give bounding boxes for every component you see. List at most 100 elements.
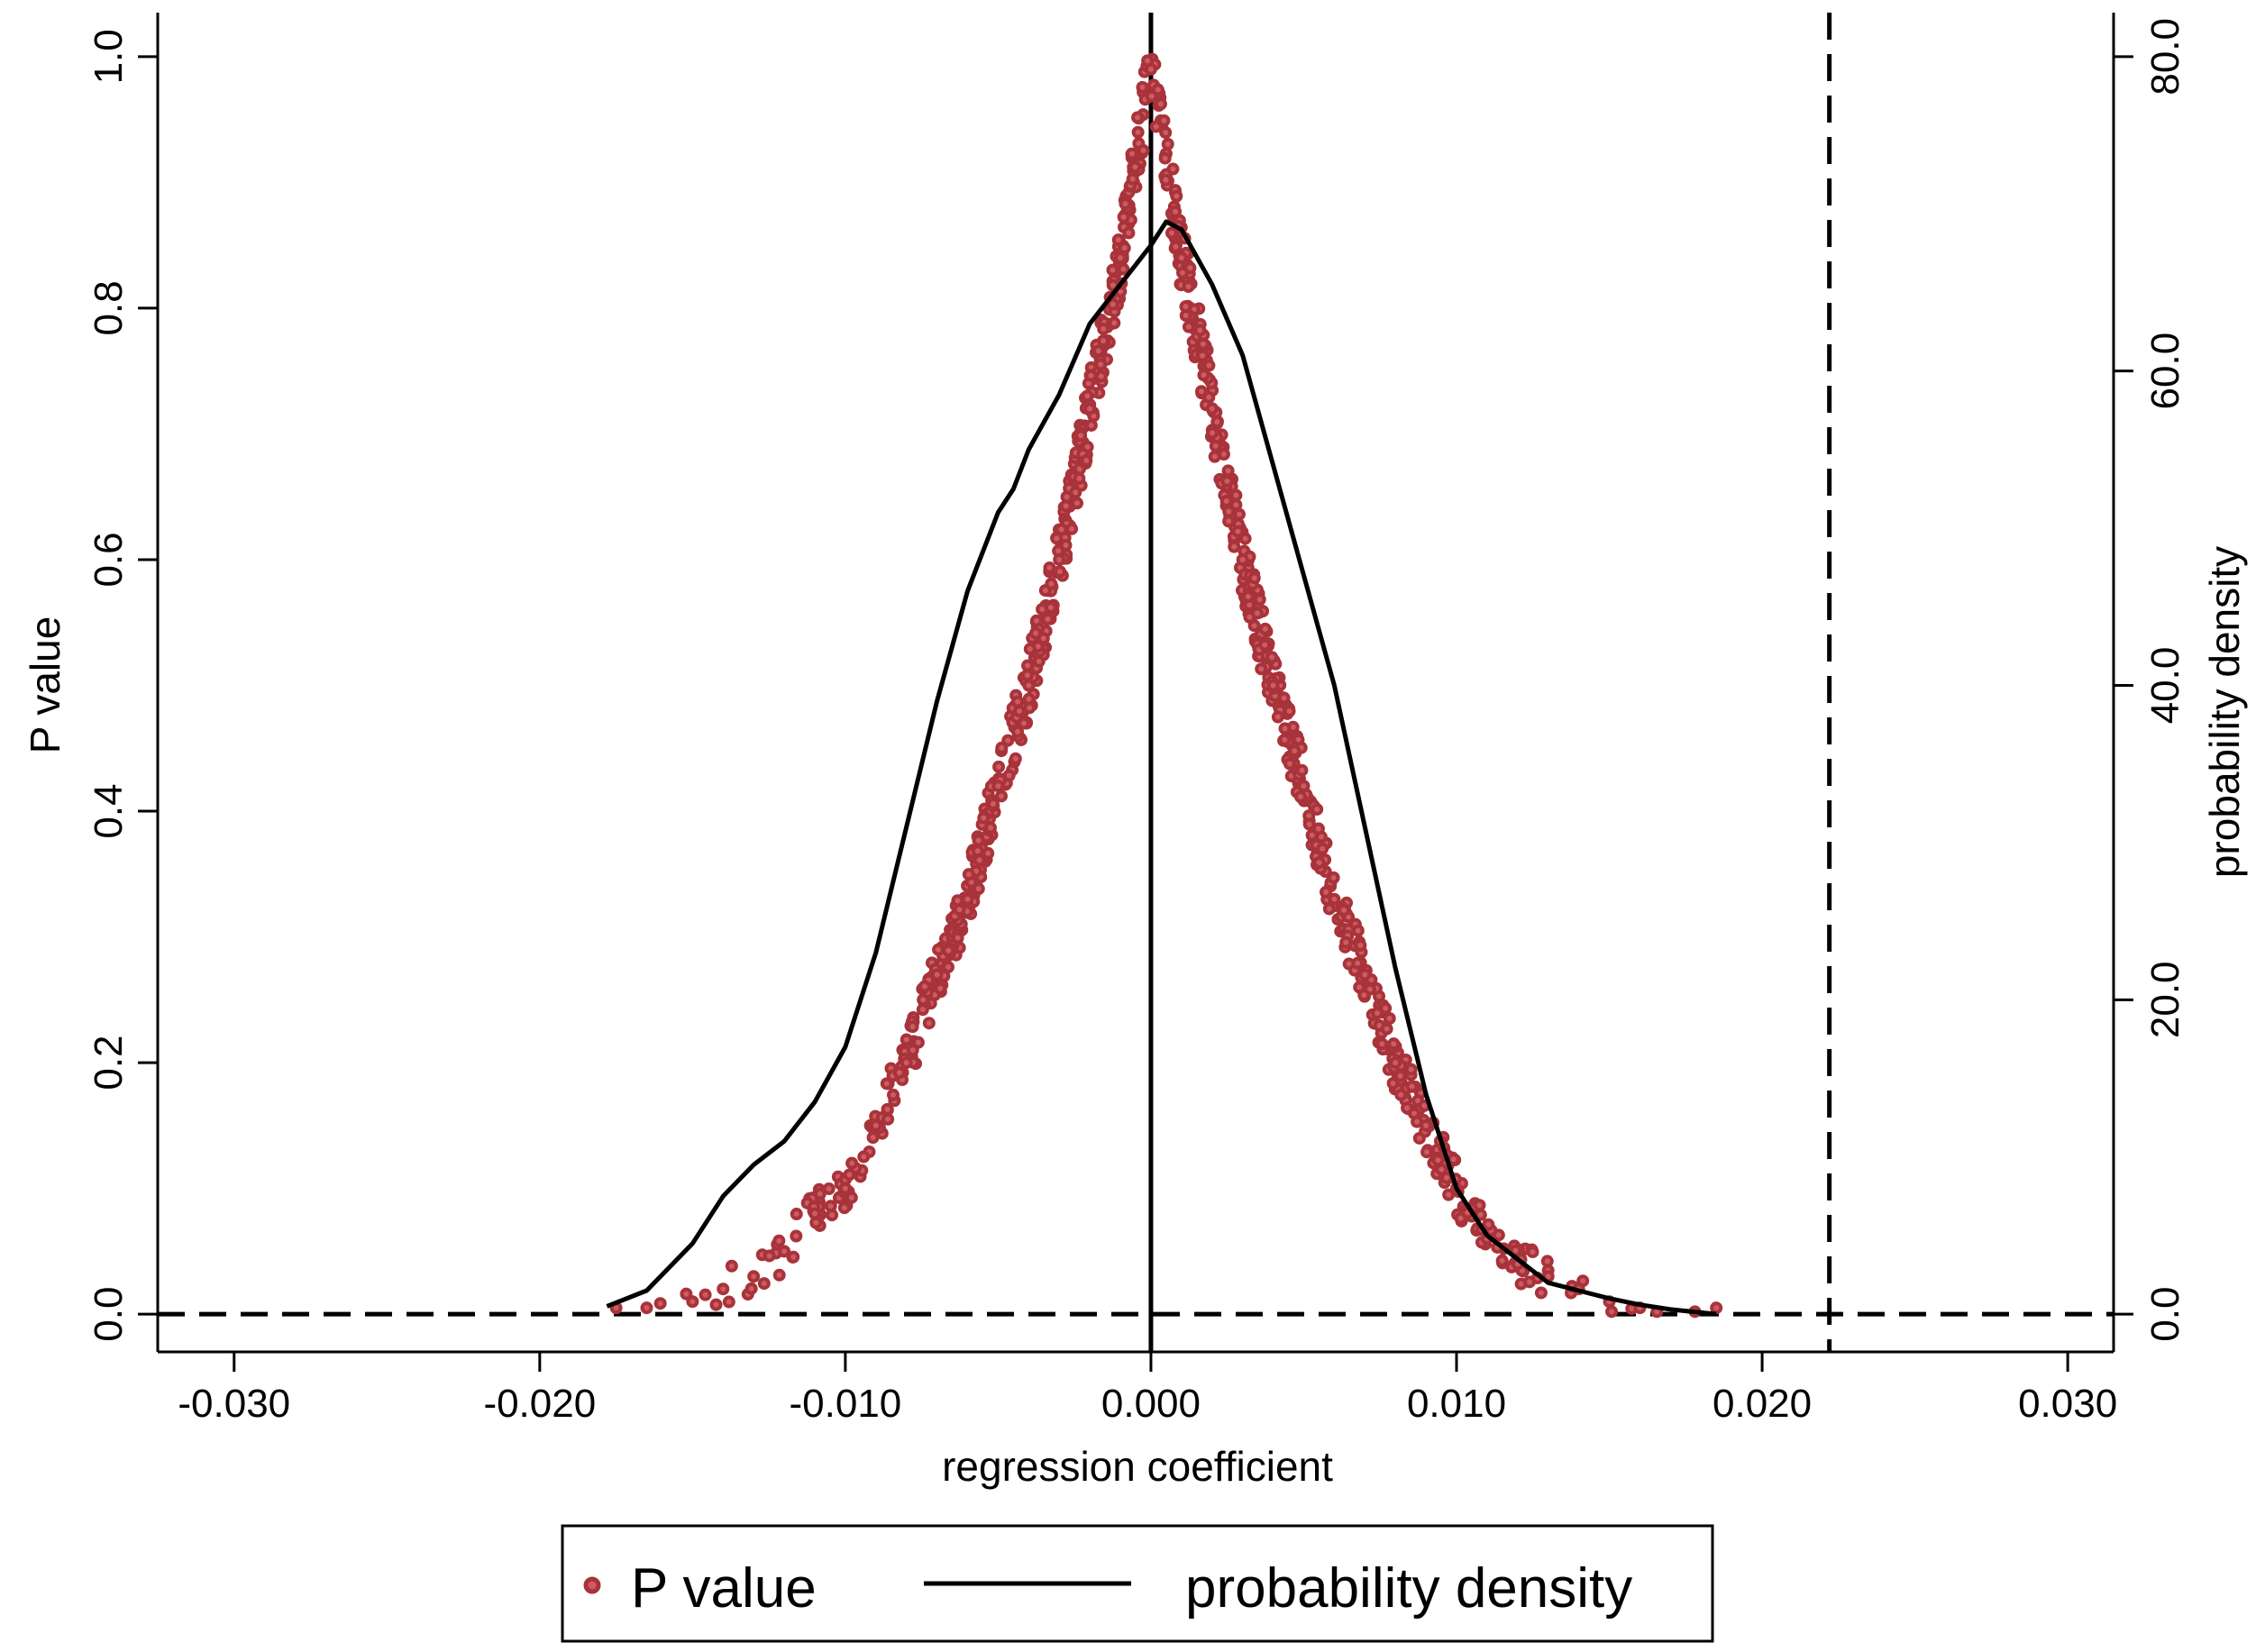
p-value-point: [1029, 614, 1043, 627]
p-value-point: [1083, 402, 1097, 415]
p-value-point: [1202, 359, 1216, 372]
p-value-point: [1247, 571, 1261, 585]
p-value-point: [1097, 322, 1110, 335]
p-value-point: [1394, 1088, 1408, 1101]
p-value-point: [1022, 679, 1036, 692]
p-value-point: [1136, 80, 1149, 94]
p-value-point: [995, 741, 1009, 754]
p-value-point: [1111, 233, 1125, 247]
x-tick-label: 0.000: [1101, 1382, 1201, 1426]
p-value-point: [1405, 1080, 1419, 1093]
p-value-point: [1258, 638, 1272, 652]
p-value-point: [1084, 369, 1098, 382]
p-value-point: [1247, 619, 1261, 633]
p-value-point: [1017, 716, 1030, 730]
p-value-point: [982, 846, 995, 860]
p-value-point: [1041, 613, 1055, 626]
p-value-point: [1193, 324, 1207, 337]
p-value-point: [1357, 989, 1371, 1002]
p-value-point: [1265, 651, 1279, 664]
x-tick-label: 0.020: [1712, 1382, 1812, 1426]
p-value-point: [717, 1282, 730, 1296]
p-value-point: [763, 1249, 776, 1263]
p-value-point: [1379, 1001, 1393, 1015]
p-value-point: [866, 1131, 880, 1145]
p-value-point: [1080, 454, 1093, 468]
y-tick-label: 0.0: [87, 1287, 131, 1342]
p-value-point: [1118, 242, 1131, 255]
p-value-point: [1219, 494, 1233, 507]
y2-tick-label: 80.0: [2143, 18, 2187, 96]
p-value-point: [917, 993, 930, 1007]
p-value-point: [942, 944, 955, 957]
p-value-point: [1206, 426, 1219, 440]
legend: P value probability density: [561, 1524, 1714, 1643]
p-value-point: [772, 1234, 786, 1247]
p-value-point: [744, 1282, 758, 1295]
p-value-point: [1114, 251, 1128, 265]
p-value-point: [972, 834, 985, 847]
p-value-point: [1222, 515, 1236, 528]
p-value-point: [1386, 1076, 1400, 1090]
p-value-point: [1412, 1131, 1426, 1145]
p-value-point: [1097, 334, 1110, 348]
p-value-point: [1229, 488, 1243, 502]
p-value-point: [922, 1017, 936, 1030]
p-value-point: [1351, 956, 1365, 970]
p-value-point: [918, 980, 931, 993]
p-value-point: [725, 1259, 738, 1273]
p-value-point: [932, 943, 945, 956]
p-value-point: [1311, 802, 1324, 816]
p-value-point: [699, 1288, 712, 1301]
p-value-point: [1094, 370, 1108, 383]
p-value-point: [857, 1150, 871, 1164]
p-value-point: [1278, 733, 1292, 746]
p-value-point: [900, 1033, 913, 1046]
p-value-point: [1339, 936, 1353, 949]
y-tick-label: 0.4: [87, 783, 131, 838]
x-tick-label: 0.030: [2018, 1382, 2117, 1426]
p-value-point: [1174, 251, 1188, 265]
legend-marker-p-value: [583, 1576, 601, 1594]
p-value-point: [972, 882, 985, 896]
p-value-point: [1383, 1011, 1396, 1025]
p-value-point: [951, 894, 964, 908]
p-value-point: [1266, 679, 1280, 692]
p-value-point: [1534, 1286, 1548, 1300]
legend-box: [561, 1524, 1714, 1643]
p-value-point: [1255, 662, 1268, 676]
p-value-point: [1710, 1301, 1723, 1315]
p-value-point: [1236, 552, 1249, 566]
p-value-point: [1228, 540, 1241, 553]
p-value-point: [1202, 390, 1216, 404]
p-value-point: [1013, 705, 1027, 718]
p-value-point: [906, 1044, 919, 1057]
x-tick-label: -0.010: [790, 1382, 902, 1426]
p-value-point: [787, 1250, 800, 1264]
p-value-point: [1128, 160, 1142, 174]
p-value-point: [653, 1297, 667, 1310]
p-value-point: [1221, 464, 1235, 478]
p-value-point: [1091, 344, 1105, 358]
p-value-point: [869, 1118, 882, 1132]
p-value-point: [790, 1229, 803, 1243]
p-value-point: [1258, 622, 1272, 635]
p-value-point: [1311, 822, 1325, 835]
p-value-scatter: [609, 52, 1723, 1319]
p-value-point: [1297, 780, 1311, 793]
p-value-point: [881, 1112, 895, 1126]
p-value-point: [1023, 643, 1037, 656]
p-value-point: [1447, 1153, 1460, 1166]
p-value-point: [1526, 1246, 1539, 1259]
p-value-point: [1117, 262, 1130, 276]
p-value-point: [1540, 1255, 1554, 1268]
p-value-point: [1164, 226, 1178, 240]
p-value-point: [1044, 601, 1057, 615]
p-value-point: [680, 1287, 693, 1301]
legend-label-density: probability density: [1185, 1557, 1632, 1620]
p-value-point: [986, 797, 1000, 810]
p-value-point: [1420, 1145, 1434, 1159]
p-value-point: [1473, 1199, 1486, 1212]
p-value-point: [813, 1187, 827, 1200]
p-value-point: [934, 981, 947, 995]
